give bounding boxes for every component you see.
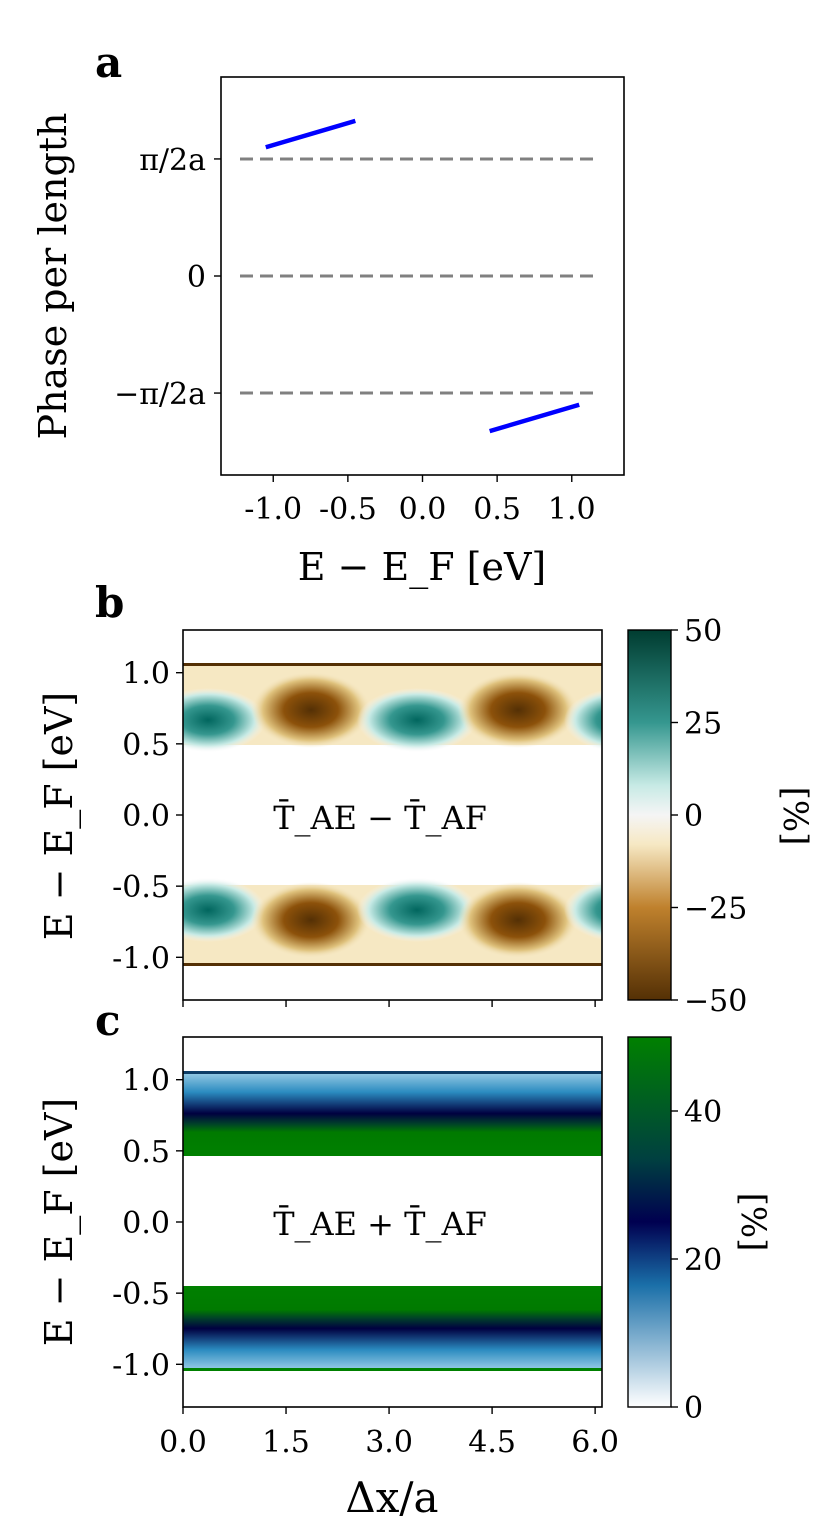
x-tick-label: 0.5 [473,492,521,527]
x-tick-label: 6.0 [571,1425,619,1460]
panel-b-colorbar-label: [%] [775,787,815,846]
panel-b-annotation: T̄_AE − T̄_AF [273,799,487,837]
panel-c-annotation: T̄_AE + T̄_AF [273,1205,487,1243]
panel-b-y-axis: 1.0 0.5 0.0 -0.5 -1.0 [112,657,183,976]
panel-letter-a: a [95,38,122,87]
x-tick-label: 1.0 [548,492,596,527]
panel-letter-c: c [95,996,121,1045]
y-tick-label: −π/2a [114,377,206,412]
x-tick-label: 0.0 [159,1425,207,1460]
colorbar-tick-label: −50 [684,984,747,1019]
series-line-0 [265,118,356,150]
y-tick-label: 1.0 [122,1064,170,1099]
panel-b-heatmap-field [183,663,602,966]
panel-c-colorbar-label: [%] [733,1193,773,1252]
y-tick-label: 0.0 [122,799,170,834]
x-tick-label: -0.5 [319,492,377,527]
panel-a-plot: -1.0 -0.5 0.0 0.5 1.0 π/2a 0 −π/2a E − E_F [eV… [31,76,625,590]
colorbar-tick-label: 40 [684,1095,722,1130]
panel-c-colorbar [627,1036,672,1408]
panel-b-heatmap: T̄_AE − T̄_AF 1.0 0.5 0.0 -0.5 -1.0 E − E_F … [37,614,815,1019]
panel-c-x-axis-label: Δx/a [345,1473,438,1522]
x-tick-label: 1.5 [262,1425,310,1460]
panel-c-heatmap-field [183,1071,602,1371]
panel-c-x-axis: 0.0 1.5 3.0 4.5 6.0 [159,1407,619,1460]
panel-a-y-axis: π/2a 0 −π/2a [114,143,221,412]
colorbar-tick-label: 50 [684,614,722,649]
panel-a-x-axis: -1.0 -0.5 0.0 0.5 1.0 [244,475,596,527]
series-line-1 [489,402,580,434]
y-tick-label: -0.5 [112,870,170,905]
colorbar-tick-label: 0 [684,1391,703,1426]
y-tick-label: -1.0 [112,941,170,976]
y-tick-label: -0.5 [112,1277,170,1312]
y-tick-label: 0.5 [122,728,170,763]
y-tick-label: 0.5 [122,1135,170,1170]
panel-b-y-axis-label: E − E_F [eV] [37,692,82,941]
panel-b-colorbar [627,629,672,1001]
panel-c-y-axis: 1.0 0.5 0.0 -0.5 -1.0 [112,1064,183,1383]
y-tick-label: -1.0 [112,1348,170,1383]
panel-a-reference-lines [240,157,600,395]
y-tick-label: π/2a [139,143,206,178]
panel-a-y-axis-label: Phase per length [31,112,75,439]
y-tick-label: 0.0 [122,1206,170,1241]
x-tick-label: 3.0 [365,1425,413,1460]
x-tick-label: 0.0 [399,492,447,527]
x-tick-label: -1.0 [244,492,302,527]
panel-c-heatmap: T̄_AE + T̄_AF 0.0 1.5 3.0 4.5 6.0 1.0 0.5 0.0 -… [37,1036,773,1522]
panel-a-series [265,118,580,434]
colorbar-tick-label: −25 [684,892,747,927]
y-tick-label: 1.0 [122,657,170,692]
colorbar-tick-label: 0 [684,799,703,834]
colorbar-tick-label: 20 [684,1243,722,1278]
y-tick-label: 0 [187,260,206,295]
x-tick-label: 4.5 [468,1425,516,1460]
panel-c-colorbar-ticks: 40 20 0 [671,1095,722,1426]
panel-c-y-axis-label: E − E_F [eV] [37,1098,82,1347]
panel-a-x-axis-label: E − E_F [eV] [298,545,547,590]
panel-b-x-axis [182,1000,596,1007]
panel-b-colorbar-ticks: 50 25 0 −25 −50 [671,614,747,1019]
colorbar-tick-label: 25 [684,707,722,742]
panel-letter-b: b [95,578,124,627]
